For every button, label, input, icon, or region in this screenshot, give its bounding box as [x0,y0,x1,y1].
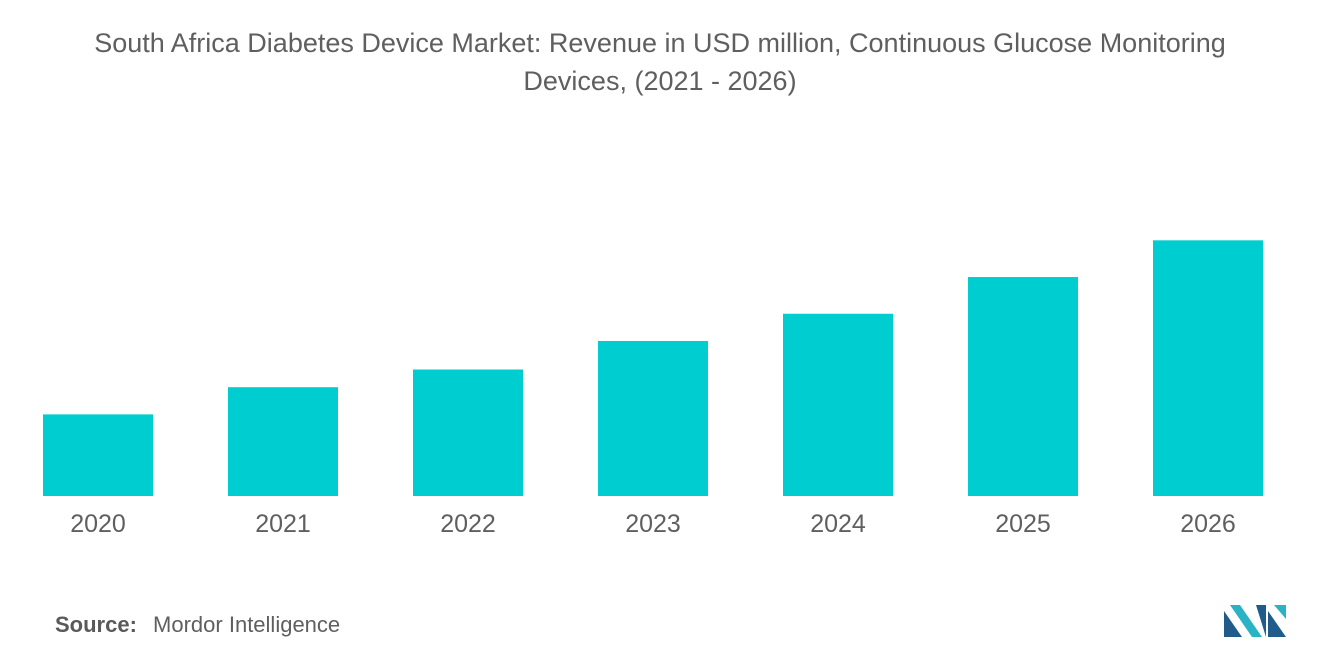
x-tick-labels: 2020 2021 2022 2023 2024 2025 2026 [70,510,1236,538]
bar-2020 [43,414,153,496]
bar-2025 [968,277,1078,496]
source-label: Source: [55,612,137,637]
mordor-intelligence-logo-icon [1224,605,1286,637]
x-tick-label-2024: 2024 [810,510,866,538]
source-value: Mordor Intelligence [153,612,341,637]
bar-chart: 2020 2021 2022 2023 2024 2025 2026 [43,240,1263,538]
bars-group [43,240,1263,496]
x-tick-label-2022: 2022 [440,510,496,538]
bar-2022 [413,369,523,496]
bar-2026 [1153,240,1263,496]
bar-2023 [598,340,708,496]
x-tick-label-2025: 2025 [995,510,1051,538]
x-tick-label-2020: 2020 [70,510,126,538]
bar-2024 [783,313,893,496]
x-tick-label-2026: 2026 [1180,510,1236,538]
x-tick-label-2021: 2021 [255,510,311,538]
chart-title: South Africa Diabetes Device Market: Rev… [94,28,1226,96]
bar-2021 [228,387,338,496]
x-tick-label-2023: 2023 [625,510,681,538]
source-line: Source: Mordor Intelligence [55,612,340,638]
